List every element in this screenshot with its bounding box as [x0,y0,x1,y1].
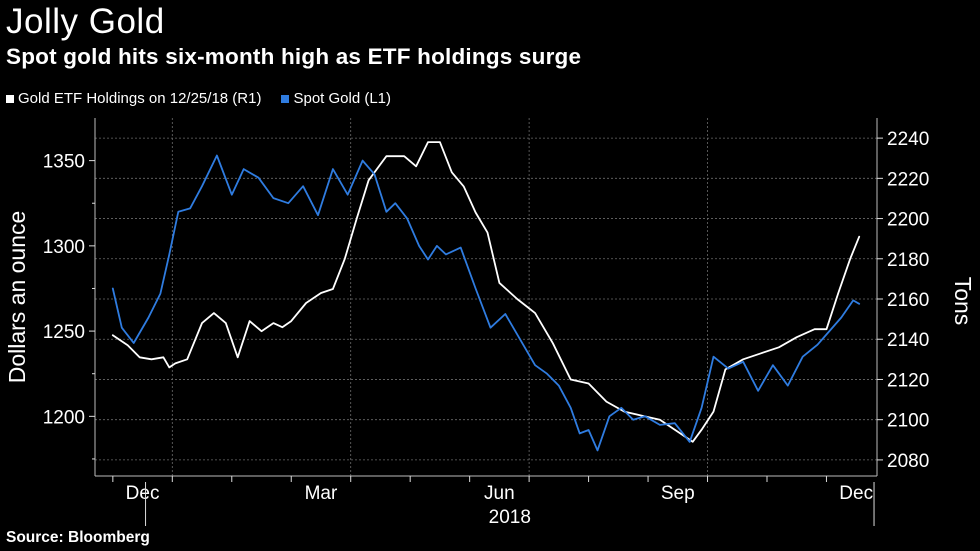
series [111,141,861,452]
year-label: 2018 [489,507,531,528]
legend-swatch-etf [6,94,14,103]
right-axis-title: Tons [950,277,976,326]
right-tick-label: 2160 [887,290,929,311]
source-note: Source: Bloomberg [6,529,150,546]
right-tick-label: 2180 [887,250,929,271]
left-tick-label: 1300 [43,237,85,258]
x-tick-label: Dec [126,483,160,504]
x-tick-label: Dec [839,483,873,504]
legend: Gold ETF Holdings on 12/25/18 (R1) Spot … [6,90,391,107]
right-tick-label: 2220 [887,169,929,190]
chart-subtitle: Spot gold hits six-month high as ETF hol… [6,44,582,69]
right-tick-label: 2200 [887,210,929,231]
right-tick-label: 2240 [887,129,929,150]
legend-swatch-spot [281,94,290,103]
left-axis-title: Dollars an ounce [4,211,30,384]
left-tick-label: 1200 [43,407,85,428]
right-tick-label: 2100 [887,411,929,432]
x-tick-label: Jun [484,483,515,504]
right-tick-label: 2080 [887,451,929,472]
legend-label-spot: Spot Gold (L1) [293,90,392,107]
axes: 1200 1250 1300 1350 2080 2100 2120 2140 2160 2180… [4,118,976,528]
chart-title: Jolly Gold [6,2,165,41]
legend-label-etf: Gold ETF Holdings on 12/25/18 (R1) [18,90,262,107]
series-line-etf-holdings [111,141,861,443]
legend-item-spot: Spot Gold (L1) [281,90,391,107]
left-tick-label: 1350 [43,152,85,173]
grid [95,118,877,476]
series-line-spot-gold [111,154,861,452]
x-tick-label: Mar [305,483,338,504]
left-tick-label: 1250 [43,322,85,343]
right-tick-label: 2140 [887,330,929,351]
right-tick-label: 2120 [887,370,929,391]
x-tick-label: Sep [661,483,695,504]
legend-item-etf: Gold ETF Holdings on 12/25/18 (R1) [6,90,261,107]
